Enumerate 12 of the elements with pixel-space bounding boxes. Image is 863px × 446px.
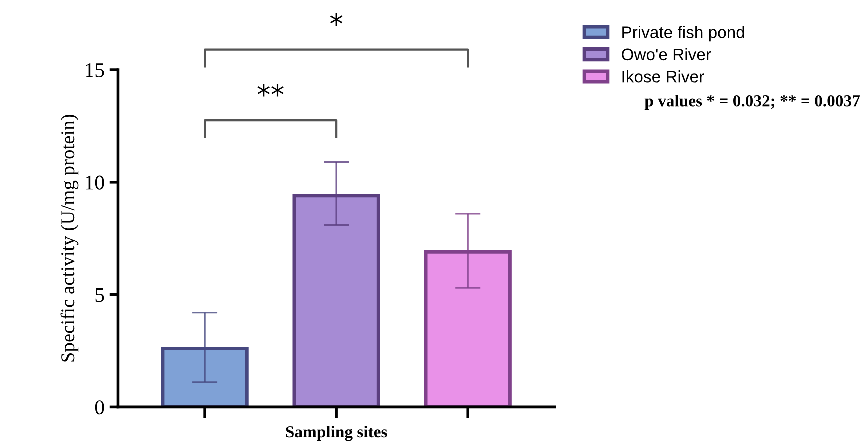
- y-tick-label: 15: [86, 63, 104, 78]
- text: p values * = 0.032; ** = 0.0037: [644, 95, 860, 110]
- x-axis-title: Sampling sites: [286, 426, 388, 442]
- annotation: **: [258, 84, 284, 97]
- y-tick-label: 0: [95, 400, 104, 415]
- y-tick-label: 10: [86, 176, 104, 190]
- legend-label: Private fish pond: [622, 26, 744, 42]
- y-axis-title: Specific activity (U/mg protein): [60, 115, 79, 362]
- legend-label: Owo'e River: [622, 48, 712, 61]
- legend-label: Ikose River: [622, 70, 704, 83]
- y-tick-label: 5: [96, 288, 104, 302]
- text: *: [330, 13, 343, 26]
